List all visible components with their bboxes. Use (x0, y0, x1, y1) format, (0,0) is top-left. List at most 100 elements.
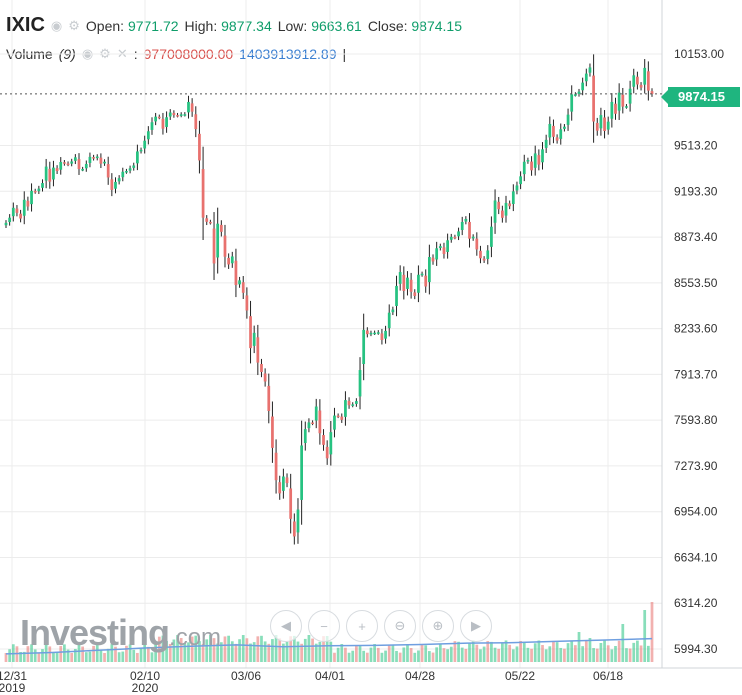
arrow-right-icon[interactable]: ▶ (460, 610, 492, 642)
volume-bar (406, 644, 409, 662)
volume-bar (209, 635, 212, 662)
candle-body (435, 248, 439, 260)
candle-body (380, 333, 384, 341)
gear-icon[interactable]: ⚙ (68, 17, 80, 33)
volume-bar (420, 644, 424, 662)
volume-bar (457, 641, 460, 662)
volume-bar (194, 635, 198, 662)
volume-bar (643, 610, 647, 662)
volume-bar (26, 646, 30, 662)
volume-bar (212, 638, 216, 662)
volume-bar (519, 640, 522, 662)
volume-bar (355, 645, 358, 662)
candle-body (537, 155, 541, 165)
volume-bar (263, 641, 267, 662)
candle-body (544, 139, 548, 148)
volume-bar (573, 645, 577, 662)
volume-bar (570, 640, 574, 662)
candle-body (121, 171, 125, 178)
chart-header: IXIC ◉ ⚙ Open: 9771.72 High: 9877.34 Low… (6, 14, 462, 37)
candle-body (190, 103, 194, 112)
zoom-in-alt-icon[interactable]: ⊕ (422, 610, 454, 642)
candle-body (212, 228, 216, 264)
candle-body (271, 416, 274, 448)
volume-bar (453, 641, 457, 662)
zoom-out-alt-icon[interactable]: ⊖ (384, 610, 416, 642)
volume-bar (333, 652, 336, 662)
candle-body (157, 116, 161, 119)
arrow-left-icon[interactable]: ◀ (270, 610, 302, 642)
volume-bar (66, 649, 70, 662)
candle-body (530, 161, 533, 171)
volume-bar (398, 652, 402, 662)
candle-body (438, 246, 442, 248)
candle-body (617, 92, 621, 111)
volume-bar (22, 651, 26, 662)
candle-body (318, 410, 322, 434)
candle-body (632, 75, 636, 87)
candle-body (117, 178, 121, 182)
volume-bar (307, 635, 311, 662)
eye-icon[interactable]: ◉ (50, 17, 63, 33)
candle-body (592, 75, 595, 122)
volume-bar (329, 641, 333, 662)
volume-bar (63, 644, 66, 662)
volume-bar (592, 648, 595, 662)
candle-body (402, 274, 406, 291)
volume-bar (8, 649, 12, 662)
candle-body (249, 316, 252, 349)
zoom-out-icon[interactable]: − (308, 610, 340, 642)
zoom-in-icon[interactable]: + (346, 610, 378, 642)
y-tick-label: 7593.80 (674, 413, 718, 427)
last-price-tag: 9874.15 (661, 87, 740, 107)
volume-bar (33, 649, 37, 662)
volume-bar (201, 643, 205, 662)
high-label: High: (184, 17, 218, 34)
volume-bar (464, 648, 468, 662)
candle-body (409, 279, 413, 292)
candle-body (183, 114, 187, 116)
candle-body (146, 131, 150, 140)
volume-bar (241, 635, 245, 662)
candle-body (599, 115, 603, 129)
volume-bar (628, 648, 632, 662)
candle-body (468, 221, 471, 239)
volume-bar (55, 651, 59, 662)
candle-body (475, 238, 479, 250)
x-tick-label: 04/01 (315, 669, 345, 683)
candle-body (420, 273, 424, 276)
volume-bar (351, 650, 355, 662)
volume-bar (121, 651, 125, 662)
candle-body (479, 250, 482, 259)
volume-bar (548, 646, 552, 662)
candle-body (603, 117, 606, 131)
candle-body (471, 236, 475, 239)
candle-body (595, 122, 599, 131)
volume-bar (238, 639, 241, 662)
candle-body (26, 200, 30, 207)
volume-bar (497, 648, 501, 662)
candle-body (577, 91, 581, 94)
close-label: Close: (367, 17, 408, 34)
candle-body (223, 235, 227, 257)
volume-bar (650, 602, 654, 662)
candle-body (55, 168, 59, 172)
candle-body (610, 101, 614, 119)
volume-bar (110, 644, 114, 662)
volume-bar (566, 643, 570, 662)
volume-bar (314, 643, 318, 662)
volume-bar (230, 641, 234, 662)
candle-body (114, 181, 117, 189)
candle-body (533, 153, 537, 168)
candle-body (333, 415, 336, 430)
candle-body (252, 332, 256, 346)
volume-bar (442, 648, 446, 662)
open-value: 9771.72 (127, 17, 179, 34)
candle-body (260, 364, 263, 373)
volume-bar (544, 649, 548, 662)
candle-body (460, 221, 464, 230)
candle-body (639, 84, 643, 88)
candle-body (63, 162, 66, 164)
candle-body (504, 202, 508, 216)
